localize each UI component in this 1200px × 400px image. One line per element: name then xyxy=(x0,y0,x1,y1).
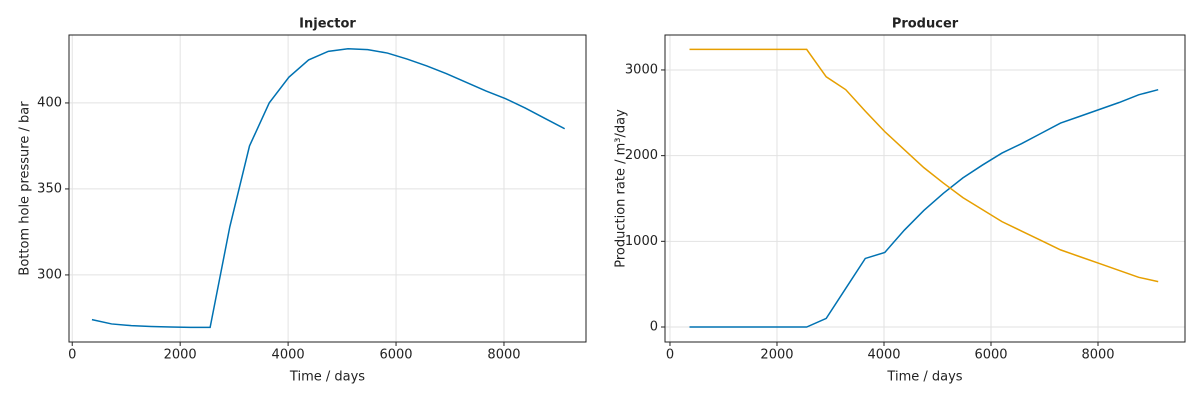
x-axis-title: Time / days xyxy=(289,370,365,385)
y-tick-label: 2000 xyxy=(625,148,658,163)
x-tick-label: 8000 xyxy=(487,348,520,363)
y-tick-label: 1000 xyxy=(625,234,658,249)
x-tick-label: 2000 xyxy=(164,348,197,363)
y-axis-title: Bottom hole pressure / bar xyxy=(18,101,33,276)
y-tick-label: 300 xyxy=(37,267,62,282)
y-tick-label: 3000 xyxy=(625,62,658,77)
x-axis-title: Time / days xyxy=(886,370,962,385)
data-line xyxy=(91,48,566,329)
y-tick-label: 400 xyxy=(37,95,62,110)
plot-frame xyxy=(68,34,587,343)
x-tick-label: 8000 xyxy=(1081,348,1114,363)
data-line xyxy=(689,88,1159,328)
data-line xyxy=(689,48,1159,283)
x-tick-label: 6000 xyxy=(974,348,1007,363)
plot-frame xyxy=(664,34,1186,343)
y-tick-label: 0 xyxy=(650,320,658,335)
x-tick-label: 2000 xyxy=(760,348,793,363)
x-tick-label: 0 xyxy=(666,348,674,363)
chart-title: Producer xyxy=(892,17,959,32)
x-tick-label: 4000 xyxy=(867,348,900,363)
y-tick-label: 350 xyxy=(37,181,62,196)
x-tick-label: 4000 xyxy=(272,348,305,363)
x-tick-label: 6000 xyxy=(379,348,412,363)
chart-title: Injector xyxy=(299,17,356,32)
y-axis-title: Production rate / m³/day xyxy=(614,109,629,268)
x-tick-label: 0 xyxy=(68,348,76,363)
